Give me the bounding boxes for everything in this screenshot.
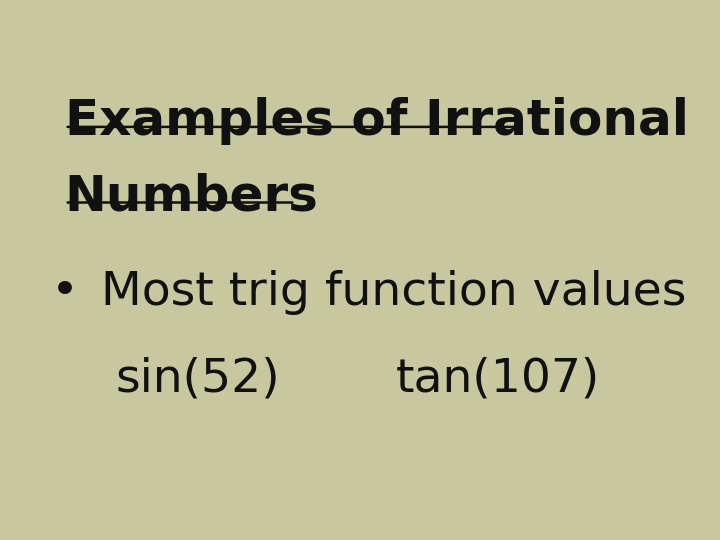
Text: sin(52): sin(52): [115, 356, 280, 401]
Text: Most trig function values: Most trig function values: [101, 270, 686, 315]
Text: •: •: [50, 270, 78, 315]
Text: tan(107): tan(107): [396, 356, 600, 401]
Text: Examples of Irrational: Examples of Irrational: [65, 97, 689, 145]
Text: Numbers: Numbers: [65, 173, 319, 221]
